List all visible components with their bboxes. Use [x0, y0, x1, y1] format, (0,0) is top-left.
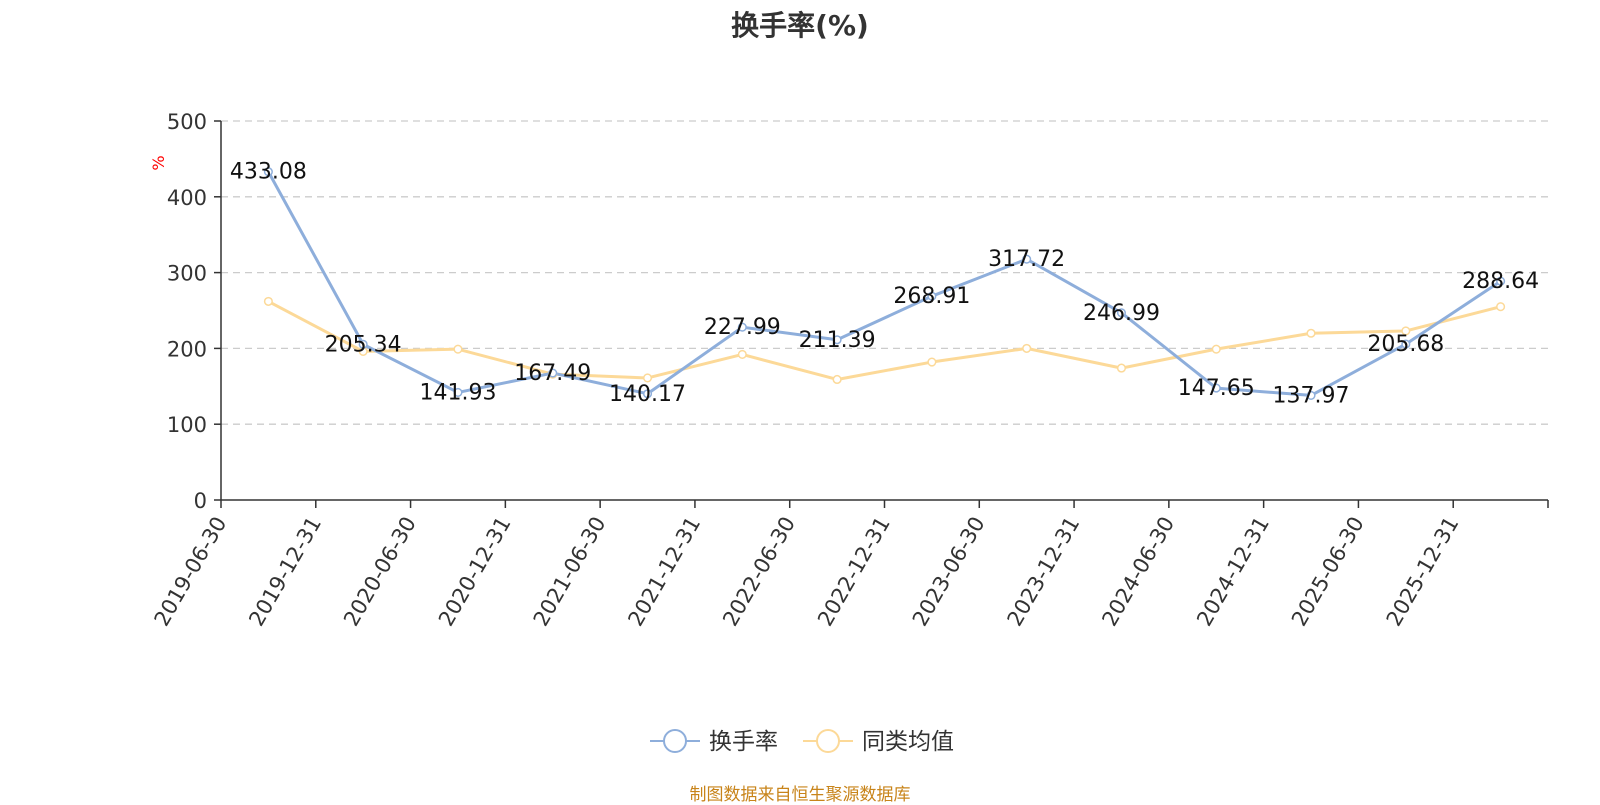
series-point [548, 368, 558, 378]
series-point [927, 357, 937, 367]
y-tick-label: 200 [167, 337, 207, 361]
x-tick-label: 2020-06-30 [339, 513, 421, 631]
series-point [1401, 339, 1411, 349]
series-point [1496, 302, 1506, 312]
series-point [1211, 344, 1221, 354]
x-tick-label: 2019-06-30 [150, 513, 232, 631]
grid-lines [221, 120, 1548, 425]
data-label: 137.97 [1273, 383, 1350, 408]
legend-item[interactable]: 换手率 [650, 729, 778, 755]
y-tick-label: 0 [194, 489, 207, 513]
series-point [927, 291, 937, 301]
legend-label: 同类均值 [862, 729, 954, 755]
data-labels: 433.08 205.34 141.93 167.49 140.17 227.99 211.… [230, 160, 1539, 409]
x-tick-label: 2025-12-31 [1382, 513, 1464, 631]
data-label: 147.65 [1178, 376, 1255, 401]
data-source-note: 制图数据来自恒生聚源数据库 [689, 785, 911, 805]
series-line [267, 300, 1501, 381]
series-point [1306, 390, 1316, 400]
series-point [263, 296, 273, 306]
x-tick-label: 2020-12-31 [434, 513, 516, 631]
series-points [263, 167, 1506, 400]
x-tick-label: 2021-12-31 [623, 513, 705, 631]
series-point [1116, 308, 1127, 318]
x-tick-label: 2024-12-31 [1192, 513, 1274, 631]
data-label: 433.08 [230, 160, 307, 185]
series-point [1496, 276, 1506, 286]
data-label: 246.99 [1083, 301, 1160, 326]
series-point [1022, 343, 1032, 353]
series-point [642, 373, 653, 383]
x-tick-label: 2022-12-31 [813, 513, 895, 631]
y-tick-label: 100 [167, 413, 207, 437]
series-point [642, 389, 653, 399]
x-tick-label: 2022-06-30 [718, 513, 800, 631]
y-tick-label: 400 [167, 186, 207, 210]
data-label: 227.99 [704, 315, 781, 340]
data-label: 268.91 [893, 284, 970, 309]
legend-label: 换手率 [709, 729, 778, 755]
series-point [453, 387, 463, 397]
y-axis-unit-label: % [149, 155, 168, 170]
series-point [1401, 326, 1411, 336]
series-point [1116, 363, 1127, 373]
x-tick-label: 2023-12-31 [1003, 513, 1085, 631]
series-point [1022, 254, 1032, 264]
legend: 换手率 同类均值 [650, 729, 954, 755]
series-point [737, 322, 747, 332]
legend-circle-swatch [663, 729, 687, 753]
series-point [453, 344, 463, 354]
series-lines [267, 171, 1502, 397]
data-label: 141.93 [419, 380, 496, 405]
series-point [358, 339, 368, 349]
data-label: 167.49 [514, 361, 591, 386]
legend-item[interactable]: 同类均值 [803, 729, 954, 755]
series-point [1211, 383, 1221, 393]
axes [220, 121, 1548, 501]
series-point [263, 167, 273, 177]
series-line [267, 171, 1502, 397]
data-label: 288.64 [1462, 269, 1539, 294]
y-axis-ticks: 0 100 200 300 400 500 [167, 110, 221, 513]
x-tick-label: 2025-06-30 [1287, 513, 1369, 631]
x-tick-label: 2021-06-30 [529, 513, 611, 631]
chart-title: 换手率(%) [731, 9, 869, 42]
series-point [737, 349, 747, 360]
series-point [832, 335, 842, 345]
x-axis-ticks: 2019-06-30 2019-12-31 2020-06-30 2020-12-31… [150, 500, 1549, 631]
x-tick-label: 2019-12-31 [244, 513, 326, 631]
data-label: 140.17 [609, 382, 686, 407]
y-tick-label: 300 [167, 262, 207, 286]
data-label: 205.34 [325, 332, 402, 357]
series-point [832, 374, 842, 385]
data-label: 317.72 [988, 247, 1065, 272]
y-tick-label: 500 [167, 110, 207, 134]
data-label: 205.68 [1367, 332, 1444, 357]
series-point [1306, 328, 1316, 338]
legend-circle-swatch [816, 729, 840, 753]
x-tick-label: 2023-06-30 [908, 512, 990, 630]
data-label: 211.39 [799, 328, 876, 353]
x-tick-label: 2024-06-30 [1097, 513, 1179, 631]
